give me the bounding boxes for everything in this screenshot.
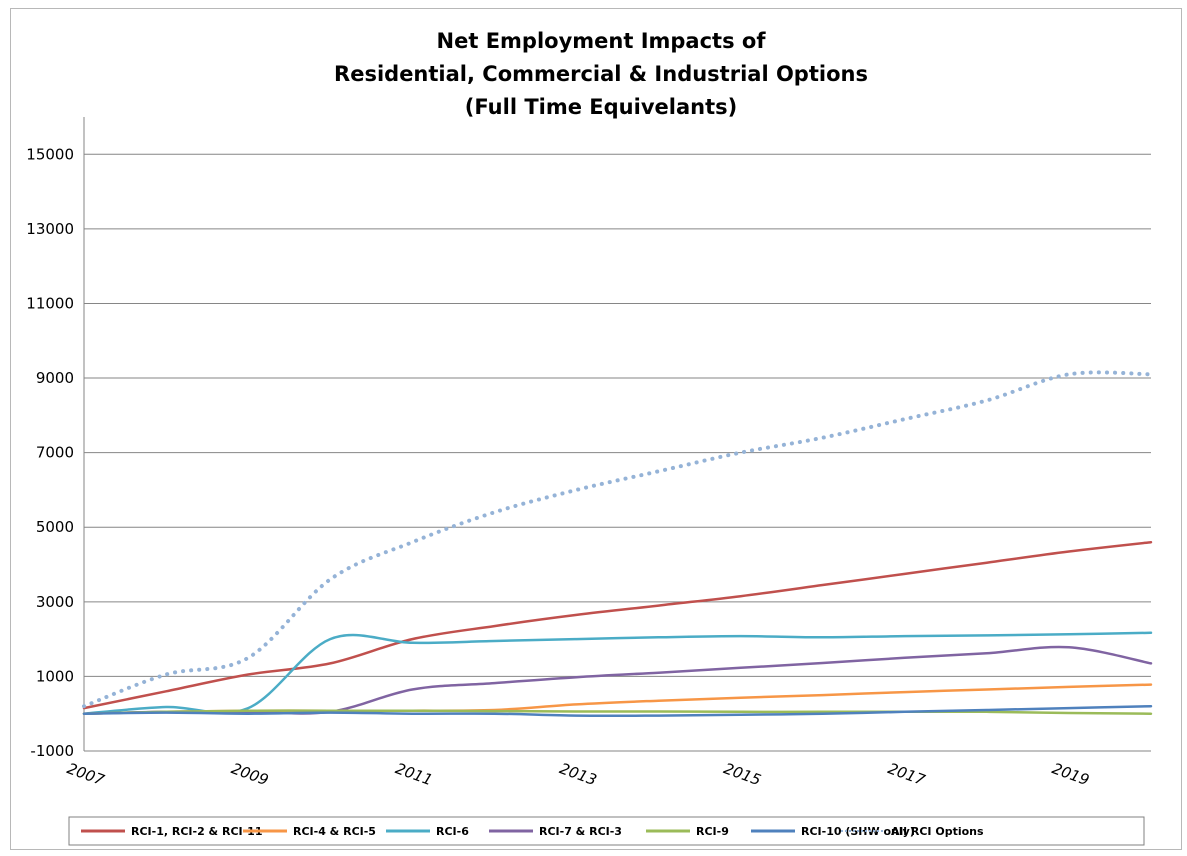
x-tick-label: 2011 xyxy=(393,759,435,789)
y-axis-ticks: -1000 1000 3000 5000 7000 9000 11000 13000 15000 xyxy=(26,145,74,760)
chart-title-line-1: Net Employment Impacts of xyxy=(437,29,767,53)
series-line-6 xyxy=(82,370,1153,709)
series-line-2 xyxy=(82,631,1153,715)
x-tick-label: 2015 xyxy=(721,759,763,789)
axes xyxy=(83,117,1151,752)
x-tick-label: 2007 xyxy=(65,759,107,789)
chart-title-line-2: Residential, Commercial & Industrial Opt… xyxy=(334,62,868,86)
series-line-4 xyxy=(82,709,1153,715)
legend-label-3: RCI-7 & RCI-3 xyxy=(539,825,622,838)
legend-label-0: RCI-1, RCI-2 & RCI-11 xyxy=(131,825,262,838)
chart-title: Net Employment Impacts of Residential, C… xyxy=(334,29,868,119)
series-line-3 xyxy=(82,645,1153,715)
y-tick-label: -1000 xyxy=(30,742,74,760)
y-tick-label: 3000 xyxy=(36,593,74,611)
chart-frame: Net Employment Impacts of Residential, C… xyxy=(10,8,1182,850)
y-tick-label: 5000 xyxy=(36,518,74,536)
chart: Net Employment Impacts of Residential, C… xyxy=(26,29,1153,846)
x-tick-label: 2019 xyxy=(1050,759,1092,789)
y-tick-label: 15000 xyxy=(26,145,74,163)
x-tick-label: 2013 xyxy=(557,759,599,789)
chart-title-line-3: (Full Time Equivelants) xyxy=(465,95,737,119)
y-tick-label: 1000 xyxy=(36,667,74,685)
y-tick-label: 11000 xyxy=(26,294,74,312)
series-line-5 xyxy=(82,704,1153,718)
y-tick-label: 7000 xyxy=(36,444,74,462)
legend-label-1: RCI-4 & RCI-5 xyxy=(293,825,376,838)
x-tick-label: 2009 xyxy=(229,759,271,789)
legend-label-2: RCI-6 xyxy=(436,825,469,838)
series-lines xyxy=(82,370,1153,718)
legend-label-4: RCI-9 xyxy=(696,825,729,838)
x-tick-label: 2017 xyxy=(885,759,927,789)
y-tick-label: 9000 xyxy=(36,369,74,387)
legend-label-6: All RCI Options xyxy=(891,825,984,838)
gridlines xyxy=(84,153,1151,677)
series-line-0 xyxy=(82,540,1153,710)
legend: RCI-1, RCI-2 & RCI-11 RCI-4 & RCI-5 RCI-6 R… xyxy=(68,816,1145,846)
y-tick-label: 13000 xyxy=(26,220,74,238)
x-axis-ticks: 2007 2009 2011 2013 2015 2017 2019 xyxy=(65,759,1092,789)
